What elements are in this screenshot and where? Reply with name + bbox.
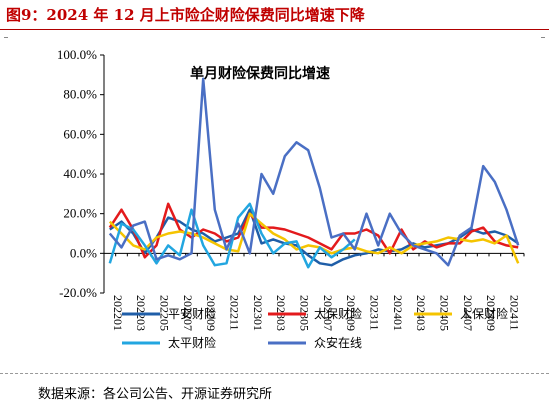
x-tick-label: 202307	[321, 295, 335, 331]
series-line-2	[108, 202, 519, 259]
figure-title: 图9：2024 年 12 月上市险企财险保费同比增速下降	[6, 6, 365, 24]
series-line-4	[108, 202, 356, 269]
x-tick-label: 202207	[181, 295, 195, 331]
x-tick-label: 202301	[251, 295, 265, 331]
x-tick-label: 202205	[158, 295, 172, 331]
data-source: 数据来源：各公司公告、开源证券研究所	[38, 387, 273, 402]
y-tick-label: 20.0%	[63, 206, 97, 221]
line-chart: -20.0% 0.0% 20.0% 40.0% 60.0% 80.0% 100.0% 2022…	[57, 47, 525, 350]
series-line-5	[108, 77, 520, 267]
x-tick-label: 202211	[228, 295, 242, 331]
x-tick-label: 202407	[461, 295, 475, 331]
x-tick-label: 202401	[391, 295, 405, 331]
legend-label: 众安在线	[314, 335, 362, 350]
chart-title: 单月财险保费同比增速	[190, 65, 330, 82]
y-tick-label: 60.0%	[63, 126, 97, 141]
legend-label: 太平财险	[168, 335, 216, 350]
legend-label: 平安财险	[168, 306, 216, 321]
x-tick-label: 202309	[344, 295, 358, 331]
x-tick-label: 202201	[111, 295, 125, 331]
x-tick-label: 202411	[508, 295, 522, 331]
source-divider	[0, 373, 549, 374]
corner-mark	[4, 37, 8, 38]
y-tick-label: 100.0%	[57, 47, 97, 62]
corner-mark	[541, 37, 545, 38]
y-tick-label: 40.0%	[63, 166, 97, 181]
series-line-3	[108, 212, 520, 264]
x-tick-label: 202311	[368, 295, 382, 331]
y-tick-label: 80.0%	[63, 87, 97, 102]
title-divider	[0, 29, 549, 30]
x-tick-label: 202409	[484, 295, 498, 331]
x-tick-label: 202209	[204, 295, 218, 331]
legend-label: 太保财险	[314, 306, 362, 321]
legend-label: 人保财险	[460, 306, 508, 321]
y-tick-label: 0.0%	[70, 245, 97, 260]
y-tick-label: -20.0%	[59, 285, 97, 300]
